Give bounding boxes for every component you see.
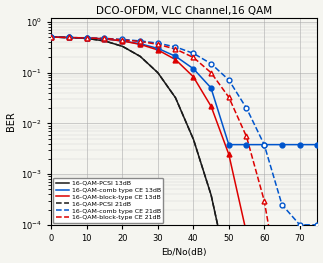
16-QAM-comb type CE 13dB <box>211 92 215 95</box>
16-QAM-block-type CE 21dB <box>66 36 69 39</box>
16-QAM-block-type CE 13dB <box>49 36 53 39</box>
16-QAM-comb type CE 21dB <box>251 120 255 123</box>
16-QAM-PCSI 13dB <box>219 238 223 241</box>
Line: 16-QAM-PCSI 13dB: 16-QAM-PCSI 13dB <box>51 37 318 263</box>
16-QAM-block-type CE 13dB <box>66 36 69 39</box>
16-QAM-comb type CE 13dB <box>252 143 255 146</box>
16-QAM-block-type CE 21dB <box>204 67 208 70</box>
16-QAM-comb type CE 21dB <box>298 223 302 226</box>
Title: DCO-OFDM, VLC Channel,16 QAM: DCO-OFDM, VLC Channel,16 QAM <box>96 6 272 16</box>
16-QAM-comb type CE 21dB <box>219 71 223 74</box>
Y-axis label: BER: BER <box>5 112 16 131</box>
16-QAM-comb type CE 21dB <box>316 223 319 226</box>
16-QAM-block-type CE 21dB <box>49 36 53 39</box>
16-QAM-block-type CE 21dB <box>251 159 255 162</box>
16-QAM-PCSI 21dB <box>49 36 53 39</box>
16-QAM-block-type CE 21dB <box>219 84 223 88</box>
Line: 16-QAM-comb type CE 21dB: 16-QAM-comb type CE 21dB <box>51 37 318 225</box>
16-QAM-PCSI 13dB <box>211 201 215 204</box>
16-QAM-comb type CE 13dB <box>66 36 69 39</box>
16-QAM-block-type CE 13dB <box>219 131 223 134</box>
16-QAM-block-type CE 21dB <box>211 74 215 77</box>
Line: 16-QAM-block-type CE 21dB: 16-QAM-block-type CE 21dB <box>51 37 318 263</box>
16-QAM-PCSI 21dB <box>204 177 208 180</box>
16-QAM-PCSI 13dB <box>204 177 208 180</box>
16-QAM-comb type CE 13dB <box>219 118 223 121</box>
16-QAM-PCSI 21dB <box>211 201 215 204</box>
16-QAM-block-type CE 13dB <box>211 109 215 113</box>
16-QAM-comb type CE 13dB <box>316 143 319 146</box>
16-QAM-comb type CE 21dB <box>49 36 53 39</box>
16-QAM-comb type CE 21dB <box>204 59 208 62</box>
Line: 16-QAM-block-type CE 13dB: 16-QAM-block-type CE 13dB <box>51 37 318 263</box>
Legend: 16-QAM-PCSI 13dB, 16-QAM-comb type CE 13dB, 16-QAM-block-type CE 13dB, 16-QAM-PC: 16-QAM-PCSI 13dB, 16-QAM-comb type CE 13… <box>53 178 163 223</box>
Line: 16-QAM-PCSI 21dB: 16-QAM-PCSI 21dB <box>51 37 318 263</box>
16-QAM-PCSI 21dB <box>66 36 69 39</box>
16-QAM-comb type CE 13dB <box>204 81 208 84</box>
X-axis label: Eb/No(dB): Eb/No(dB) <box>162 249 207 257</box>
16-QAM-comb type CE 21dB <box>278 198 282 201</box>
16-QAM-comb type CE 13dB <box>49 36 53 39</box>
16-QAM-PCSI 13dB <box>49 36 53 39</box>
16-QAM-comb type CE 13dB <box>279 143 283 146</box>
Line: 16-QAM-comb type CE 13dB: 16-QAM-comb type CE 13dB <box>51 37 318 145</box>
16-QAM-PCSI 21dB <box>219 238 223 241</box>
16-QAM-comb type CE 21dB <box>66 36 69 39</box>
16-QAM-PCSI 13dB <box>66 36 69 39</box>
16-QAM-comb type CE 13dB <box>227 143 231 146</box>
16-QAM-comb type CE 21dB <box>211 64 215 67</box>
16-QAM-block-type CE 13dB <box>204 96 208 99</box>
